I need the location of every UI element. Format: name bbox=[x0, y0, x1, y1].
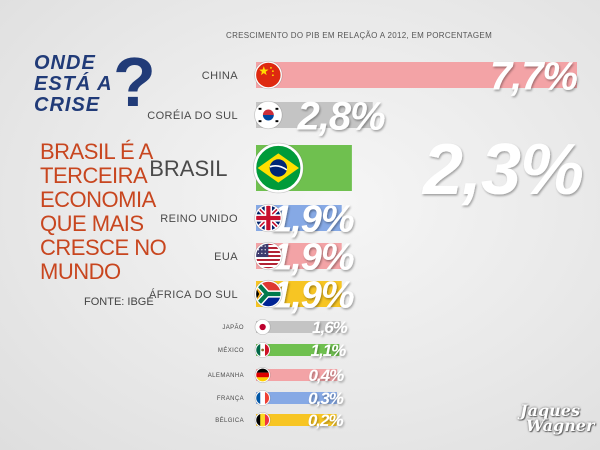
south-korea-flag-icon bbox=[254, 100, 283, 130]
bar-row: MÉXICO 1,1% bbox=[218, 341, 347, 360]
japan-flag-icon bbox=[254, 318, 271, 335]
bar-row: ALEMANHA 0,4% bbox=[208, 366, 345, 385]
mexico-flag-icon bbox=[254, 341, 271, 358]
category-label: BÉLGICA bbox=[215, 417, 244, 424]
bar-row: CORÉIA DO SUL 2,8% bbox=[147, 94, 386, 138]
category-label: EUA bbox=[214, 251, 238, 263]
category-label: CORÉIA DO SUL bbox=[147, 109, 238, 122]
author-logo: Jaques Wagner bbox=[520, 401, 595, 435]
bar-row: REINO UNIDO 1,9% bbox=[160, 199, 355, 241]
category-label: FRANÇA bbox=[217, 396, 244, 402]
bar bbox=[256, 392, 337, 404]
category-label: JAPÃO bbox=[222, 324, 244, 331]
south-africa-flag-icon bbox=[254, 279, 283, 309]
logo-line-1: Jaques bbox=[520, 401, 580, 420]
category-label: MÉXICO bbox=[218, 347, 244, 354]
value-label: 1,9% bbox=[271, 237, 354, 279]
subheadline-line-6: MUNDO bbox=[40, 259, 121, 284]
value-label: 0,2% bbox=[308, 411, 344, 430]
value-label: 1,9% bbox=[271, 199, 354, 241]
bar bbox=[256, 321, 341, 333]
bar bbox=[256, 344, 340, 356]
bar bbox=[256, 369, 338, 381]
bar bbox=[256, 62, 577, 88]
subheadline-line-1: BRASIL É A bbox=[40, 139, 153, 164]
headline-line-1: ONDE bbox=[34, 52, 96, 74]
category-label: CHINA bbox=[202, 70, 238, 82]
bar-row: BRASIL 2,3% bbox=[149, 130, 584, 210]
value-label: 1,9% bbox=[271, 275, 354, 317]
source-note: FONTE: IBGE bbox=[84, 296, 154, 308]
category-label: ALEMANHA bbox=[208, 373, 244, 379]
bar-row: ÁFRICA DO SUL 1,9% bbox=[149, 275, 355, 317]
headline-line-3: CRISE bbox=[34, 94, 101, 116]
uk-flag-icon bbox=[254, 203, 283, 233]
chart-title: CRESCIMENTO DO PIB EM RELAÇÃO A 2012, EM… bbox=[226, 31, 493, 40]
value-label: 7,7% bbox=[490, 54, 578, 98]
bar bbox=[256, 414, 337, 426]
bar-row: FRANÇA 0,3% bbox=[217, 389, 345, 408]
value-label: 1,6% bbox=[312, 318, 348, 337]
bar-row: EUA 1,9% bbox=[214, 237, 355, 279]
belgium-flag-icon bbox=[254, 411, 271, 428]
china-flag-icon bbox=[254, 60, 283, 90]
question-mark: ? bbox=[113, 43, 156, 121]
logo-line-2: Wagner bbox=[526, 416, 595, 435]
usa-flag-icon bbox=[254, 241, 283, 271]
subheadline-line-3: ECONOMIA bbox=[40, 187, 156, 212]
brazil-flag-icon bbox=[253, 142, 304, 194]
france-flag-icon bbox=[254, 389, 271, 406]
value-label: 2,3% bbox=[421, 130, 583, 210]
value-label: 2,8% bbox=[297, 94, 386, 138]
bar-row: JAPÃO 1,6% bbox=[222, 318, 348, 337]
subheadline-line-2: TERCEIRA bbox=[40, 163, 148, 188]
category-label: ÁFRICA DO SUL bbox=[149, 288, 238, 301]
category-label: BRASIL bbox=[149, 156, 227, 181]
headline-line-2: ESTÁ A bbox=[34, 73, 113, 95]
value-label: 0,4% bbox=[308, 366, 344, 385]
category-label: REINO UNIDO bbox=[160, 213, 238, 225]
value-label: 1,1% bbox=[311, 341, 347, 360]
subheadline-line-5: CRESCE NO bbox=[40, 235, 167, 260]
bar-row: BÉLGICA 0,2% bbox=[215, 411, 344, 430]
bar-row: CHINA 7,7% bbox=[202, 54, 579, 98]
subheadline-line-4: QUE MAIS bbox=[40, 211, 144, 236]
value-label: 0,3% bbox=[308, 389, 344, 408]
germany-flag-icon bbox=[254, 366, 271, 383]
